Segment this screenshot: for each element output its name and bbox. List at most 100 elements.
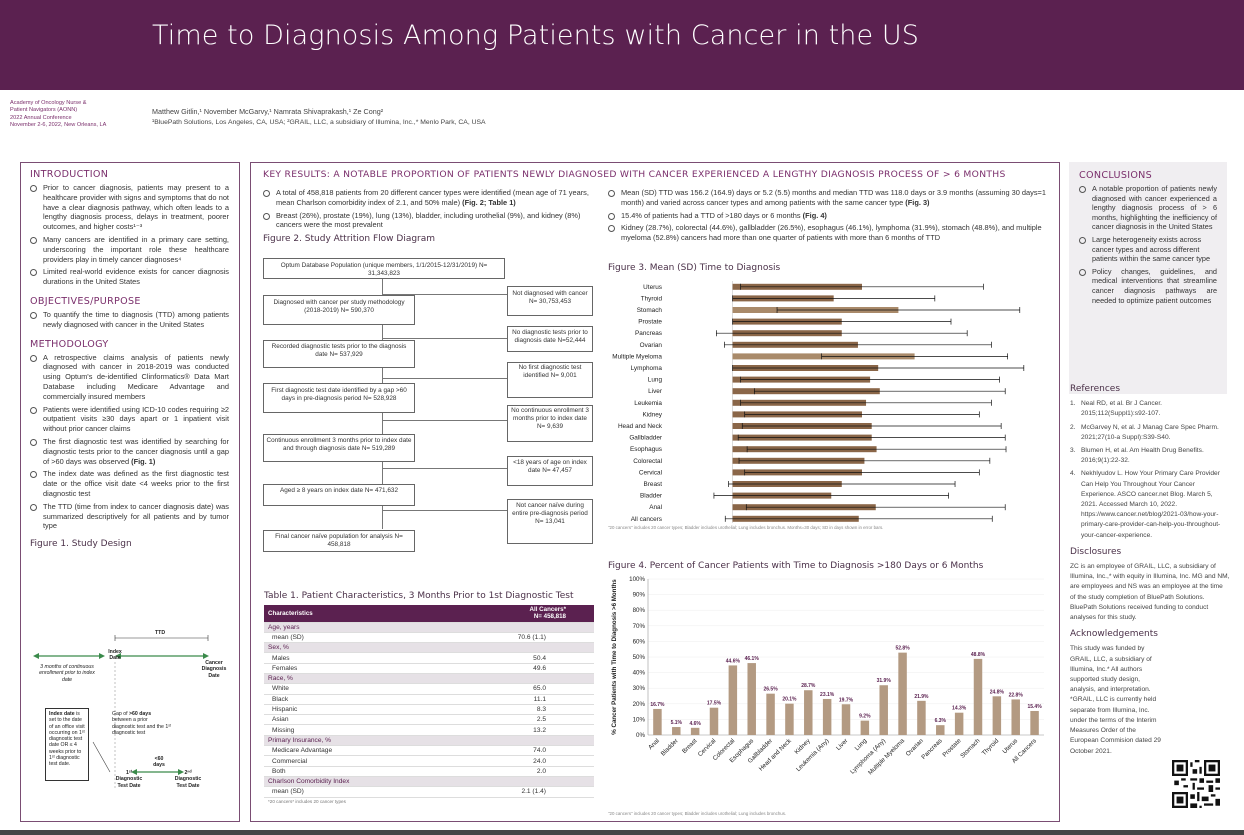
fig1-index-definition-box: Index date is set to the date of an offi… — [45, 708, 89, 781]
conclusion-bullet: A notable proportion of patients newly d… — [1079, 184, 1217, 232]
result-bullet: Breast (26%), prostate (19%), lung (13%)… — [263, 211, 593, 231]
table-cell-value: 2.5 — [437, 714, 594, 726]
fig4-data-label: 20.1% — [782, 697, 797, 703]
table-cell-value: 13.2 — [437, 724, 594, 736]
figure4-chart: Figure 4. Percent of Cancer Patients wit… — [608, 561, 1048, 819]
conclusions-panel: CONCLUSIONS A notable proportion of pati… — [1069, 162, 1227, 394]
reference-text: Nekhlyudov L. How Your Primary Care Prov… — [1081, 470, 1221, 539]
fig1-first-test-label: 1ˢᵗ Diagnostic Test Date — [115, 770, 143, 789]
table-cell-label: Black — [264, 694, 438, 705]
table-cell-label: mean (SD) — [264, 786, 438, 798]
fig4-ytick: 80% — [633, 607, 646, 614]
fig4-data-label: 23.1% — [820, 692, 835, 698]
introduction-heading: INTRODUCTION — [30, 169, 109, 180]
fig3-category-label: Lymphoma — [631, 365, 663, 372]
table-cell-label: Medicare Advantage — [264, 745, 438, 757]
reference-item: 3. Blumen H, et al. Am Health Drug Benefi… — [1070, 446, 1230, 466]
reference-number: 2. — [1070, 423, 1076, 431]
fig1-enrollment-label: 3 months of continuous enrollment prior … — [39, 664, 95, 683]
flow-box-excluded: Not cancer naïve during entire pre-diagn… — [507, 499, 593, 544]
fig4-data-label: 14.3% — [952, 706, 967, 712]
intro-bullet: Limited real-world evidence exists for c… — [30, 267, 229, 287]
flow-box-excluded: No first diagnostic test identified N= 9… — [507, 362, 593, 398]
reference-item: 2. McGarvey N, et al. J Manag Care Spec P… — [1070, 423, 1230, 443]
table-cell-value — [437, 673, 594, 685]
fig1-cancer-label: Cancer Diagnosis Date — [201, 660, 227, 679]
table-cell-value: 50.4 — [437, 652, 594, 664]
patient-characteristics-table: Table 1. Patient Characteristics, 3 Mont… — [264, 591, 594, 805]
objectives-heading: OBJECTIVES/PURPOSE — [30, 295, 141, 307]
table-row: Medicare Advantage 74.0 — [264, 745, 594, 757]
fig4-data-label: 48.8% — [971, 652, 986, 658]
table-cell-value: 24.0 — [437, 755, 594, 767]
fig4-bar — [766, 693, 775, 735]
fig4-ytick: 100% — [629, 576, 645, 583]
fig4-bar — [1030, 710, 1039, 735]
fig4-data-label: 24.8% — [990, 689, 1005, 695]
author-affiliations: ¹BluePath Solutions, Los Angeles, CA, US… — [152, 119, 486, 126]
fig4-data-label: 46.1% — [745, 656, 760, 662]
fig4-data-label: 6.3% — [935, 718, 947, 724]
reference-text: Blumen H, et al. Am Health Drug Benefits… — [1081, 447, 1204, 465]
fig4-bar — [841, 704, 851, 735]
fig4-ytick: 40% — [633, 670, 646, 677]
table-header-row: Characteristics All Cancers* N= 458,818 — [264, 605, 594, 623]
table-cell-label: Missing — [264, 724, 438, 736]
result-bullet: 15.4% of patients had a TTD of >180 days… — [608, 211, 1053, 221]
figure2-title: Figure 2. Study Attrition Flow Diagram — [263, 234, 436, 245]
flow-arrow — [382, 420, 507, 421]
reference-item: 1. Neal RD, et al. Br J Cancer. 2015;112(… — [1070, 399, 1230, 419]
fig3-category-label: Esophagus — [630, 446, 662, 453]
table-header-cell: All Cancers* N= 458,818 — [437, 605, 594, 623]
method-bullet: Patients were identified using ICD-10 co… — [30, 405, 229, 434]
fig3-category-label: Stomach — [637, 307, 663, 314]
fig4-data-label: 31.9% — [877, 678, 892, 684]
qr-code-icon[interactable] — [1172, 760, 1220, 808]
fig1-ttd-label: TTD — [155, 630, 166, 636]
result-bullet: Kidney (28.7%), colorectal (44.6%), gall… — [608, 223, 1053, 243]
table-cell-value — [437, 735, 594, 747]
flow-box-main: First diagnostic test date identified by… — [263, 383, 415, 413]
fig4-data-label: 21.9% — [914, 694, 929, 700]
table-cell-label: Females — [264, 663, 438, 674]
fig4-ytick: 70% — [633, 623, 646, 630]
fig4-bar — [709, 707, 719, 735]
figure4-title: Figure 4. Percent of Cancer Patients wit… — [608, 561, 984, 571]
table-cell-value: 2.0 — [437, 766, 594, 777]
fig4-bar — [785, 703, 794, 735]
fig3-category-label: Pancreas — [635, 330, 662, 337]
fig3-category-label: Bladder — [640, 493, 663, 500]
table-cell-label: Commercial — [264, 755, 438, 767]
figure3-svg: Uterus Thyroid Stomach Prostate Pancreas Ovar… — [612, 281, 1047, 548]
fig3-category-label: All cancers — [631, 516, 662, 523]
fig4-ytick: 90% — [633, 592, 646, 599]
fig4-bar — [672, 727, 681, 735]
fig3-category-label: Uterus — [643, 284, 662, 291]
figure4-note: "20 cancers" includes 20 cancer types; B… — [608, 811, 787, 816]
figure4-svg: 0% 10% 20% 30% 40% 50% 60% 70% 80% 90% 100% % Cance… — [611, 576, 1044, 776]
intro-bullet: Prior to cancer diagnosis, patients may … — [30, 183, 229, 232]
reference-number: 4. — [1070, 470, 1076, 478]
reference-text: McGarvey N, et al. J Manag Care Spec Pha… — [1081, 423, 1219, 441]
table-row: Sex, % — [264, 642, 594, 654]
study-design-figure: TTD Index Date Cancer Diagnosis Date 3 m… — [15, 622, 230, 822]
flow-box-main: Final cancer naïve population for analys… — [263, 530, 415, 552]
fig4-category-label: Anal — [647, 737, 661, 751]
references-section: References 1. Neal RD, et al. Br J Cancer… — [1070, 384, 1230, 757]
table1-body: Age, years mean (SD) 70.6 (1.1) Sex, % Males… — [264, 622, 594, 798]
flow-box-main: Continuous enrollment 3 months prior to … — [263, 434, 415, 462]
flow-box-excluded: Not diagnosed with cancer N= 30,753,453 — [507, 286, 593, 316]
table-row: Age, years — [264, 622, 594, 633]
fig4-data-label: 28.7% — [801, 683, 816, 689]
fig4-bar — [860, 720, 870, 735]
fig4-bar — [954, 712, 964, 735]
fig4-data-label: 19.7% — [839, 697, 854, 703]
flow-arrow — [382, 510, 507, 511]
table1-title: Table 1. Patient Characteristics, 3 Mont… — [264, 591, 574, 601]
reference-item: 4. Nekhlyudov L. How Your Primary Care Pr… — [1070, 469, 1230, 540]
flow-box-excluded: No continuous enrollment 3 months prior … — [507, 405, 593, 442]
bottom-bar — [0, 830, 1244, 835]
table-row: Missing 13.2 — [264, 724, 594, 736]
fig4-ytick: 50% — [633, 654, 646, 661]
fig3-category-label: Cervical — [639, 469, 662, 476]
